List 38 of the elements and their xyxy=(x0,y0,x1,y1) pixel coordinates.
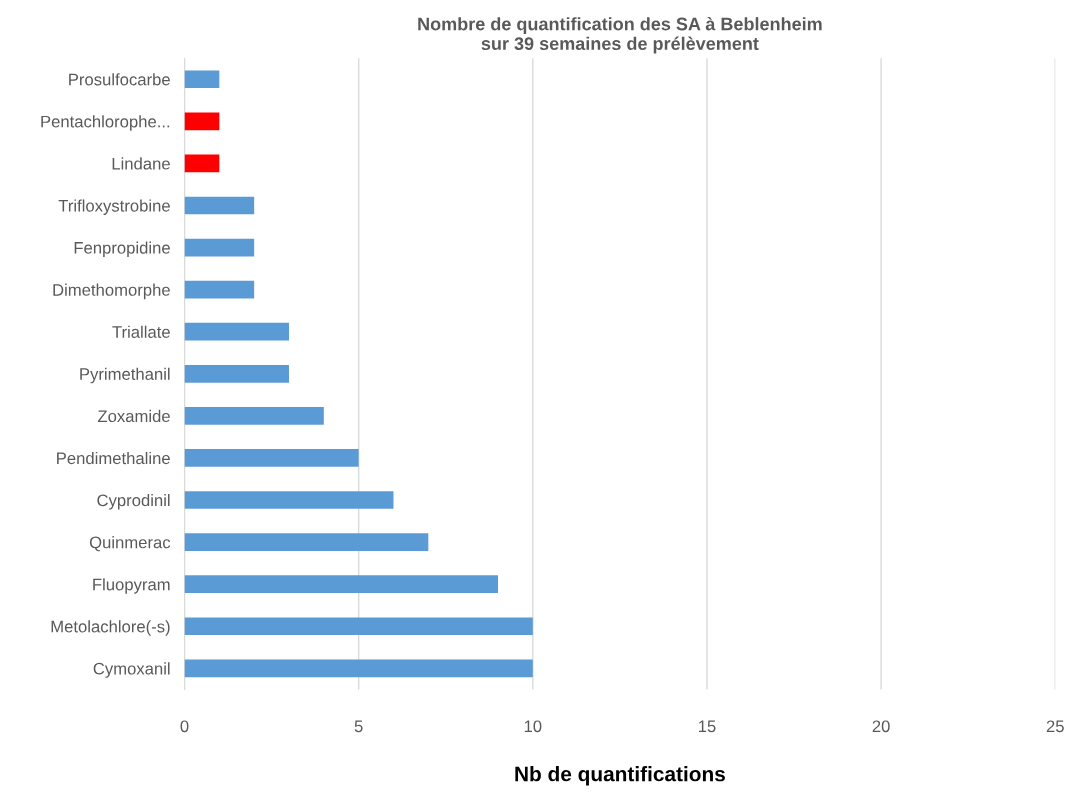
y-tick-label: Pyrimethanil xyxy=(80,367,170,384)
x-tick-label: 20 xyxy=(872,720,890,733)
y-tick-label: Quinmerac xyxy=(89,536,171,552)
bar xyxy=(184,659,533,678)
bar xyxy=(184,154,220,173)
x-tick-label: 0 xyxy=(180,720,189,733)
y-tick-label: Cymoxanil xyxy=(93,662,170,678)
x-tick-label: 25 xyxy=(1046,720,1064,733)
bar xyxy=(184,70,220,89)
bar xyxy=(184,491,394,509)
bar xyxy=(184,322,289,341)
y-tick-label: Zoxamide xyxy=(97,409,170,423)
x-tick-label: 15 xyxy=(698,720,716,733)
bar xyxy=(184,449,359,467)
bar xyxy=(184,238,255,257)
y-tick-label: Fluopyram xyxy=(93,578,170,594)
bar xyxy=(184,575,498,594)
y-tick-label: Trifloxystrobine xyxy=(58,199,170,215)
y-tick-label: Pentachlorophe... xyxy=(41,115,170,131)
bar xyxy=(184,364,289,383)
x-axis-title: Nb de quantifications xyxy=(515,766,725,786)
y-tick-label: Dimethomorphe xyxy=(53,283,170,300)
bar xyxy=(184,407,324,425)
bar xyxy=(184,280,255,299)
x-tick-label: 10 xyxy=(524,720,542,733)
bar xyxy=(184,196,255,215)
y-tick-label: Lindane xyxy=(112,157,170,170)
bar xyxy=(184,112,220,131)
x-tick-label: 5 xyxy=(354,720,363,733)
y-tick-label: Prosulfocarbe xyxy=(69,73,170,86)
y-tick-label: Metolachlore(-s) xyxy=(51,620,170,636)
y-tick-label: Triallate xyxy=(112,325,170,338)
y-tick-label: Pendimethaline xyxy=(57,451,170,465)
bar xyxy=(184,617,533,636)
bar xyxy=(184,533,429,551)
chart-title: Nombre de quantification des SA à Beblenheim sur 39 semaines de prélèvement xyxy=(418,16,822,54)
y-tick-label: Cyprodinil xyxy=(97,494,170,510)
y-tick-label: Fenpropidine xyxy=(74,241,170,258)
